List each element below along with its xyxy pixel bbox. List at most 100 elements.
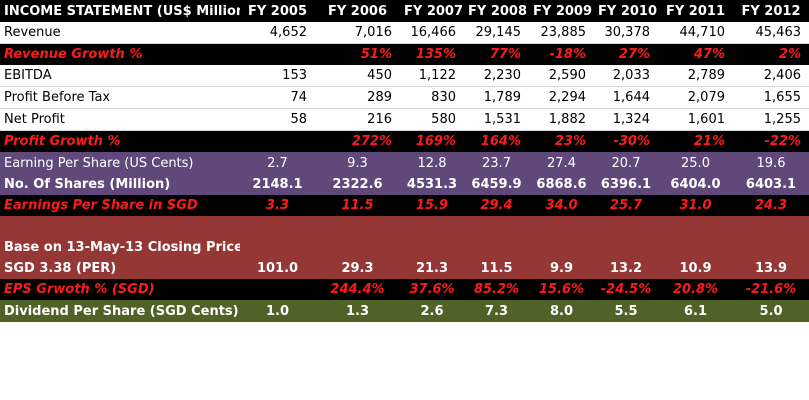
cell-value: 2,294 — [529, 86, 594, 109]
row-label: EPS Grwoth % (SGD) — [4, 282, 155, 297]
cell-value: 7.3 — [484, 303, 509, 319]
cell-value — [240, 44, 315, 66]
cell-value: 27.4 — [547, 155, 576, 171]
cell-value: 2,406 — [733, 65, 809, 87]
cell-value: 25.0 — [681, 155, 710, 171]
cell-value: 2,590 — [529, 65, 594, 87]
year-header: FY 2011 — [665, 3, 725, 19]
shares-row: No. Of Shares (Million) 2148.1 2322.6 45… — [0, 174, 809, 195]
cell-value: 20.8% — [672, 282, 719, 297]
cell-value: 4,652 — [240, 22, 315, 44]
cell-value: 13.2 — [609, 261, 643, 276]
ebitda-row: EBITDA 153 450 1,122 2,230 2,590 2,033 2… — [0, 65, 809, 87]
cell-value: -21.6% — [745, 282, 797, 297]
cell-value: 101.0 — [256, 261, 299, 276]
cell-value: 11.5 — [480, 261, 513, 276]
cell-value: 3.3 — [265, 198, 290, 213]
cell-value: 2,230 — [464, 65, 529, 87]
year-header: FY 2008 — [468, 3, 528, 19]
cell-value: 85.2% — [473, 282, 520, 297]
cell-value: 4531.3 — [406, 177, 458, 192]
row-label: Earnings Per Share in SGD — [4, 198, 198, 213]
cell-value: 6.1 — [683, 303, 708, 319]
cell-value: 29.3 — [341, 261, 374, 276]
cell-value: 2,789 — [658, 65, 733, 87]
cell-value: 6396.1 — [600, 177, 652, 192]
cell-value: 45,463 — [733, 22, 809, 44]
dividend-row: Dividend Per Share (SGD Cents) 1.0 1.3 2… — [0, 300, 809, 322]
cell-value: 6403.1 — [745, 177, 797, 192]
cell-value: 135% — [415, 47, 456, 62]
cell-value: 7,016 — [315, 22, 400, 44]
cell-value: -18% — [549, 47, 586, 62]
cell-value: 2322.6 — [332, 177, 383, 192]
row-label: Earning Per Share (US Cents) — [4, 155, 194, 171]
cell-value: 51% — [360, 47, 392, 62]
cell-value: 272% — [351, 134, 392, 149]
cell-value: 6459.9 — [471, 177, 522, 192]
cell-value: 2.6 — [420, 303, 444, 319]
cell-value: 216 — [315, 108, 400, 131]
year-header: FY 2006 — [327, 3, 387, 19]
header-row: INCOME STATEMENT (US$ Million) FY 2005 F… — [0, 0, 809, 22]
cell-value: 1,531 — [464, 108, 529, 131]
cell-value: 450 — [315, 65, 400, 87]
cell-value: 6868.6 — [536, 177, 587, 192]
cell-value: 830 — [400, 86, 464, 109]
cell-value: 37.6% — [409, 282, 455, 297]
cell-value: 2148.1 — [252, 177, 303, 192]
cell-value: 153 — [240, 65, 315, 87]
income-statement-table: INCOME STATEMENT (US$ Million) FY 2005 F… — [0, 0, 809, 322]
row-label: No. Of Shares (Million) — [4, 177, 171, 192]
cell-value: 21.3 — [415, 261, 449, 276]
row-label: Dividend Per Share (SGD Cents) — [4, 303, 239, 319]
per-row: SGD 3.38 (PER) 101.0 29.3 21.3 11.5 9.9 … — [0, 258, 809, 279]
profit-before-tax-row: Profit Before Tax 74 289 830 1,789 2,294… — [0, 86, 809, 109]
cell-value: 15.9 — [415, 198, 449, 213]
cell-value: 20.7 — [611, 155, 641, 171]
cell-value: 5.0 — [759, 303, 783, 319]
row-label: SGD 3.38 (PER) — [4, 261, 117, 276]
cell-value: 1.3 — [345, 303, 370, 319]
cell-value: 23% — [554, 134, 586, 149]
net-profit-row: Net Profit 58 216 580 1,531 1,882 1,324 … — [0, 108, 809, 131]
cell-value: 23,885 — [529, 22, 594, 44]
row-label: Base on 13-May-13 Closing Price — [4, 239, 240, 255]
blank-row — [0, 216, 809, 236]
year-header: FY 2007 — [404, 3, 464, 19]
table-title: INCOME STATEMENT (US$ Million) — [4, 3, 240, 19]
eps-us-cents-row: Earning Per Share (US Cents) 2.7 9.3 12.… — [0, 152, 809, 174]
cell-value: 29,145 — [464, 22, 529, 44]
per-note-row: Base on 13-May-13 Closing Price — [0, 236, 809, 258]
revenue-row: Revenue 4,652 7,016 16,466 29,145 23,885… — [0, 22, 809, 44]
cell-value: 47% — [693, 47, 725, 62]
eps-sgd-row: Earnings Per Share in SGD 3.3 11.5 15.9 … — [0, 195, 809, 216]
year-header: FY 2005 — [247, 3, 307, 19]
row-label: Net Profit — [0, 108, 240, 131]
cell-value: 6404.0 — [670, 177, 721, 192]
cell-value: 9.3 — [347, 155, 368, 171]
cell-value: 77% — [489, 47, 521, 62]
cell-value: 5.5 — [614, 303, 638, 319]
profit-growth-row: Profit Growth % 272% 169% 164% 23% -30% … — [0, 130, 809, 152]
cell-value: 16,466 — [400, 22, 464, 44]
cell-value: 11.5 — [341, 198, 374, 213]
cell-value: 31.0 — [679, 198, 712, 213]
cell-value: 15.6% — [538, 282, 585, 297]
year-header: FY 2009 — [533, 3, 593, 19]
cell-value: 1,655 — [733, 86, 809, 109]
cell-value: 74 — [240, 86, 315, 109]
cell-value: 1,324 — [594, 108, 658, 131]
eps-growth-sgd-row: EPS Grwoth % (SGD) 244.4% 37.6% 85.2% 15… — [0, 279, 809, 300]
cell-value: -30% — [613, 134, 650, 149]
cell-value: 169% — [415, 134, 456, 149]
cell-value: 27% — [618, 47, 650, 62]
cell-value: 1,122 — [400, 65, 464, 87]
cell-value: 1,882 — [529, 108, 594, 131]
cell-value: 24.3 — [754, 198, 788, 213]
cell-value: 21% — [693, 134, 725, 149]
cell-value: 1,255 — [733, 108, 809, 131]
cell-value: 1,601 — [658, 108, 733, 131]
cell-value: 34.0 — [545, 198, 578, 213]
cell-value: 58 — [240, 108, 315, 131]
